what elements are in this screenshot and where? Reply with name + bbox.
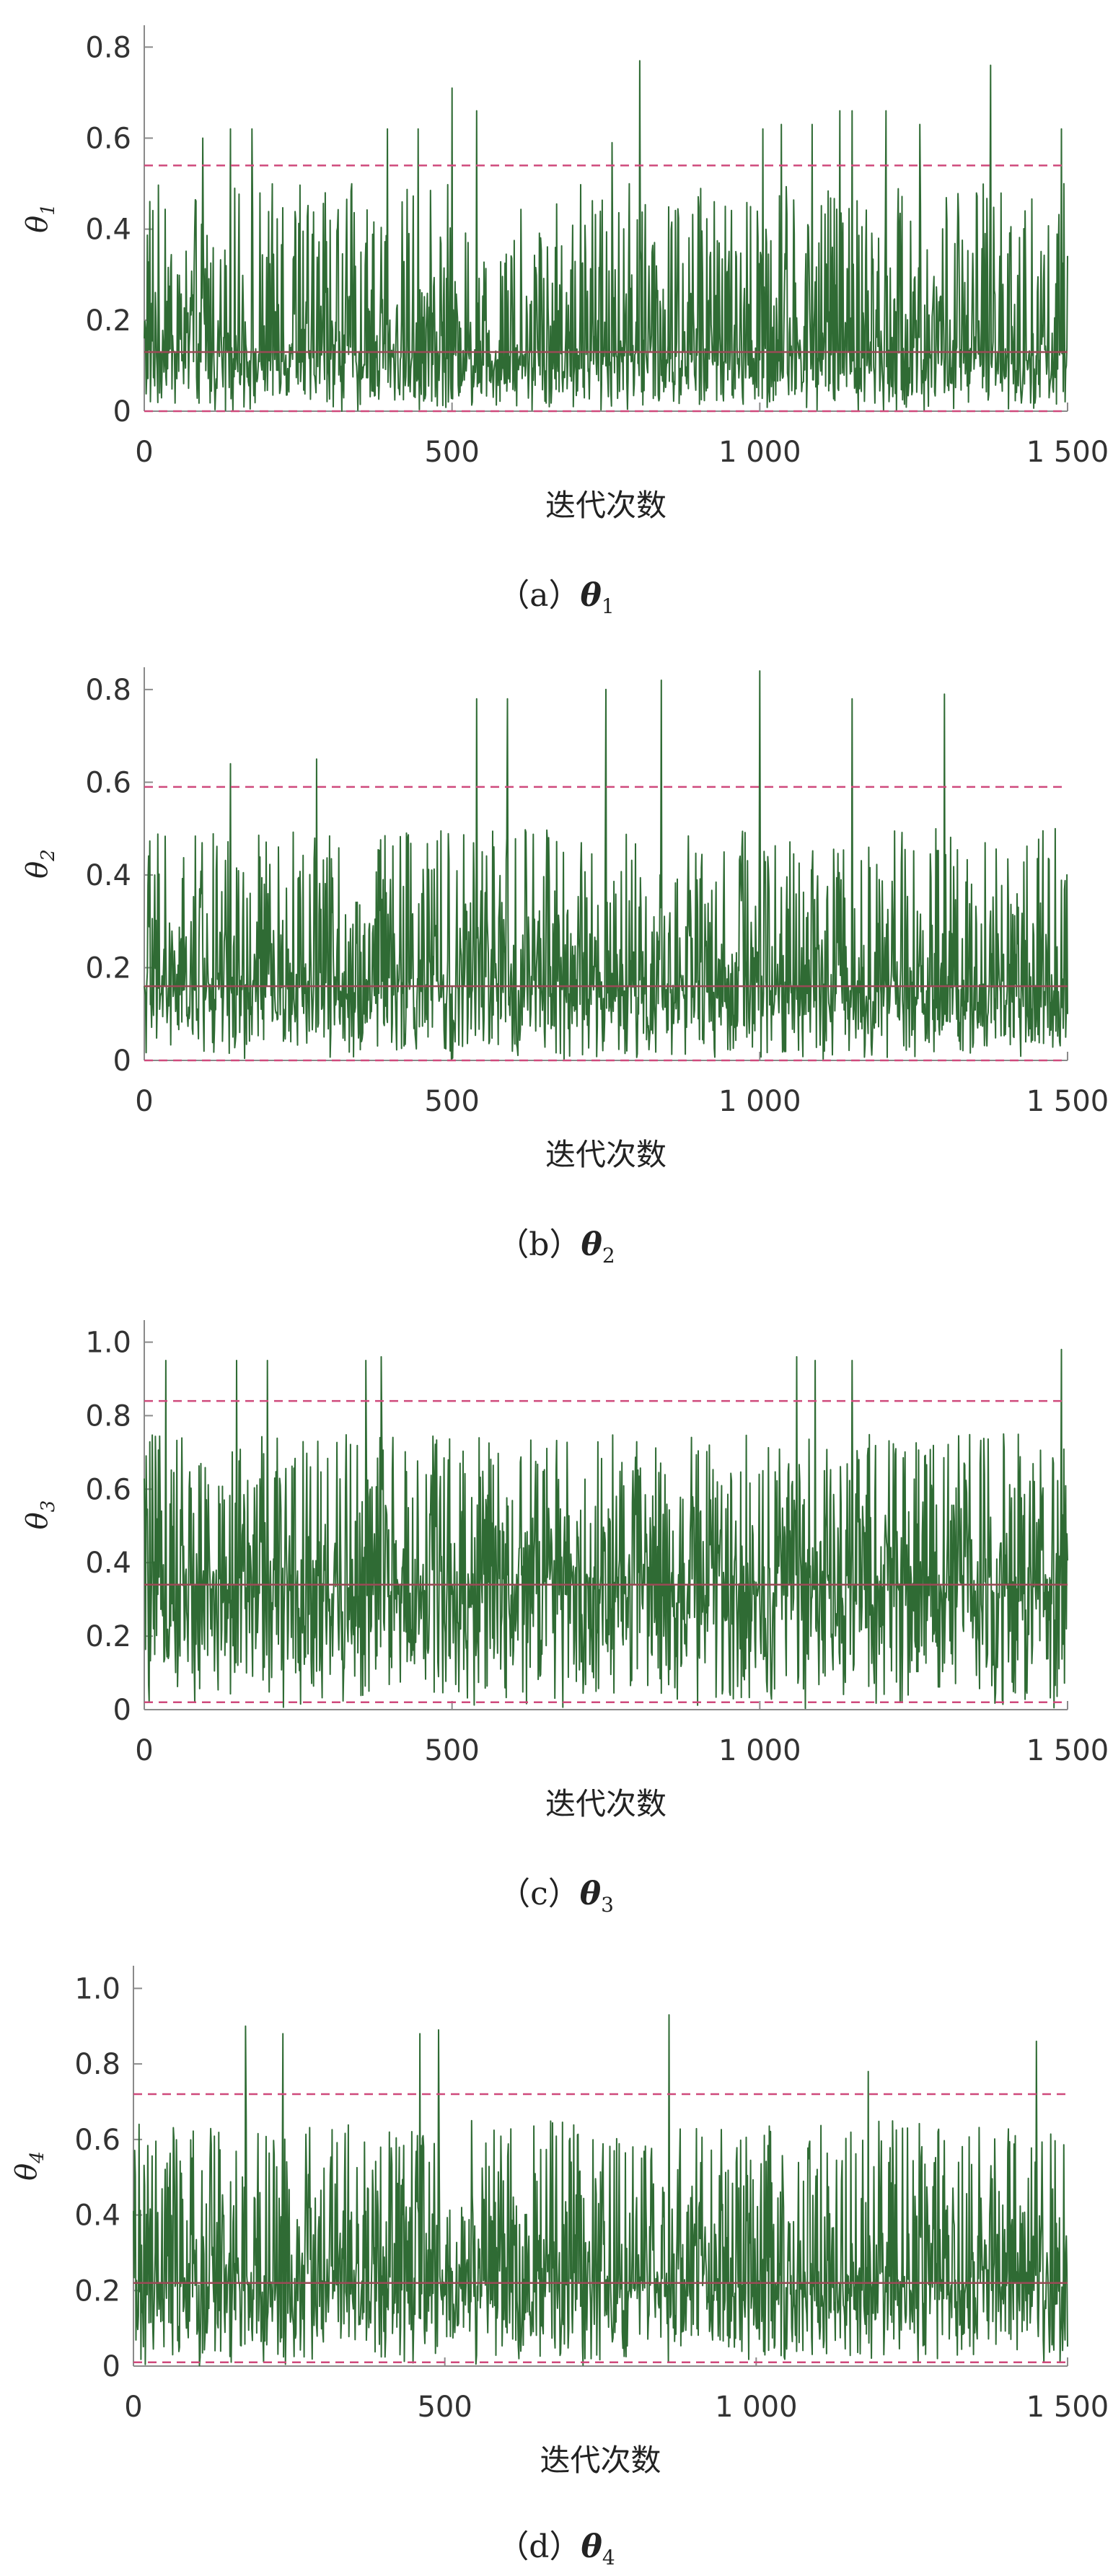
y-axis-label-base: θ: [21, 861, 54, 879]
y-tick-label: 0: [102, 2350, 120, 2383]
subfigure-caption: （b）θ2: [497, 1226, 615, 1267]
y-tick-label: 1.0: [85, 1327, 131, 1360]
y-tick-label: 0.2: [85, 1620, 131, 1653]
subfigure-caption: （c）θ3: [498, 1876, 614, 1917]
mcmc-trace-line: [144, 1348, 1068, 1710]
caption-symbol: θ: [581, 2528, 602, 2565]
x-tick-label: 0: [135, 1085, 153, 1118]
y-axis-label-subscript: 3: [38, 1500, 59, 1513]
y-tick-label: 0.6: [85, 1473, 131, 1506]
caption-subscript: 4: [602, 2546, 615, 2570]
caption-prefix: （a）: [498, 577, 580, 614]
x-tick-label: 1 000: [715, 2391, 798, 2424]
y-axis-label-subscript: 4: [27, 2151, 48, 2164]
y-axis-label-base: θ: [21, 216, 54, 233]
trace-panel-3: 00.20.40.60.81.00 500 1 000 1 500θ3迭代次数（c）θ…: [21, 1320, 1109, 1917]
x-tick-label: 0: [135, 1734, 153, 1767]
y-axis-label: θ2: [21, 849, 59, 879]
y-tick-label: 0.6: [85, 766, 131, 799]
x-tick-label: 1 500: [1026, 1734, 1109, 1767]
y-axis-label-subscript: 1: [38, 203, 59, 216]
x-tick-label: 1 500: [1026, 2391, 1109, 2424]
mcmc-trace-line: [144, 60, 1068, 412]
y-tick-label: 0.2: [74, 2274, 120, 2308]
y-tick-label: 0.4: [85, 1547, 131, 1580]
x-tick-label: 0: [124, 2391, 142, 2424]
y-tick-label: 0.2: [85, 951, 131, 985]
caption-prefix: （d）: [497, 2528, 581, 2565]
y-tick-label: 0: [113, 1694, 131, 1727]
subfigure-caption: （a）θ1: [498, 577, 614, 618]
y-tick-label: 0: [113, 395, 131, 428]
y-axis-label: θ3: [21, 1500, 59, 1530]
x-tick-label: 0: [135, 436, 153, 469]
x-tick-label: 1 000: [718, 436, 801, 469]
y-tick-label: 0.4: [74, 2199, 120, 2233]
y-tick-label: 0.4: [85, 859, 131, 892]
x-tick-label: 1 000: [718, 1085, 801, 1118]
x-tick-label: 500: [424, 1734, 479, 1767]
caption-symbol: θ: [581, 1226, 602, 1263]
caption-prefix: （c）: [498, 1876, 580, 1912]
y-tick-label: 0: [113, 1045, 131, 1078]
caption-subscript: 3: [601, 1893, 614, 1917]
x-tick-label: 500: [424, 436, 479, 469]
y-tick-label: 0.8: [85, 31, 131, 64]
x-axis-label: 迭代次数: [545, 488, 667, 523]
y-tick-label: 0.6: [74, 2124, 120, 2157]
y-tick-label: 1.0: [74, 1972, 120, 2005]
caption-subscript: 2: [602, 1244, 615, 1267]
trace-panel-4: 00.20.40.60.81.00 500 1 000 1 500θ4迭代次数（d）θ…: [10, 1966, 1109, 2570]
x-axis-label: 迭代次数: [545, 1137, 667, 1172]
y-tick-label: 0.6: [85, 122, 131, 155]
mcmc-trace-line: [133, 2014, 1068, 2367]
caption-prefix: （b）: [497, 1226, 581, 1263]
mcmc-trace-line: [144, 670, 1068, 1060]
y-axis-label: θ1: [21, 203, 59, 233]
y-axis-label: θ4: [10, 2151, 48, 2181]
x-tick-label: 1 500: [1026, 1085, 1109, 1118]
subfigure-caption: （d）θ4: [497, 2528, 615, 2570]
caption-subscript: 1: [602, 594, 615, 618]
caption-symbol: θ: [580, 1876, 602, 1912]
y-tick-label: 0.2: [85, 304, 131, 338]
y-axis-label-base: θ: [10, 2163, 43, 2181]
caption-symbol: θ: [581, 577, 602, 614]
y-axis-label-base: θ: [21, 1512, 54, 1529]
x-axis-label: 迭代次数: [545, 1786, 667, 1821]
x-tick-label: 1 000: [718, 1734, 801, 1767]
x-tick-label: 1 500: [1026, 436, 1109, 469]
y-tick-label: 0.8: [85, 1399, 131, 1433]
x-tick-label: 500: [417, 2391, 472, 2424]
y-tick-label: 0.8: [85, 674, 131, 707]
x-axis-label: 迭代次数: [540, 2443, 661, 2478]
y-tick-label: 0.8: [74, 2048, 120, 2081]
y-axis-label-subscript: 2: [38, 849, 59, 862]
x-tick-label: 500: [424, 1085, 479, 1118]
y-tick-label: 0.4: [85, 214, 131, 247]
